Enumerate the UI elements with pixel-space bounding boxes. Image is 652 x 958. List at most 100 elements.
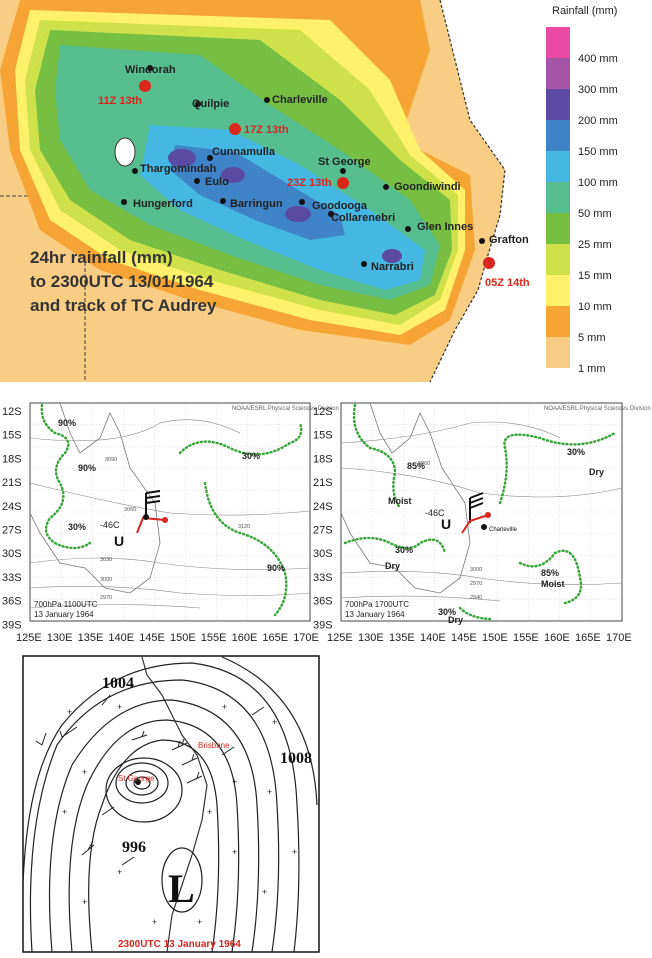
lon-tick-label: 135E — [78, 632, 104, 644]
legend-swatch — [546, 306, 570, 337]
track-label: 11Z 13th — [98, 95, 142, 107]
right-height-contour — [340, 571, 623, 585]
place-dot — [383, 184, 389, 190]
rainfall-map-panel: Rainfall (mm) 400 mm 300 mm 200 mm 150 mm 10… — [0, 0, 652, 383]
place-label: Glen Innes — [417, 221, 473, 233]
lon-tick-label: 140E — [420, 632, 446, 644]
left-moisture-contour — [203, 481, 288, 617]
right-moisture-contour — [498, 431, 617, 505]
lat-tick-label: 12S — [2, 406, 22, 418]
place-markers: Windorah Charleville Quilpie Cunnamulla St G… — [121, 64, 529, 273]
track-point — [337, 177, 349, 189]
lat-tick-label: 33S — [2, 572, 22, 584]
isobar — [133, 776, 151, 790]
legend-label: 15 mm — [578, 270, 612, 282]
right-height-contour — [340, 595, 501, 602]
station-plus-marker: + — [232, 847, 237, 857]
left-u-marker: U — [114, 533, 124, 549]
right-chart-title-2: 13 January 1964 — [345, 610, 405, 619]
legend-swatch — [546, 151, 570, 182]
left-height-contour — [29, 482, 311, 516]
left-temp-label: -46C — [100, 520, 120, 530]
lat-tick-label: 15S — [2, 430, 22, 442]
place-label: Goodooga — [312, 200, 368, 212]
left-contour-label: 3030 — [100, 557, 112, 563]
track-point — [139, 80, 151, 92]
right-label-dry-a: Dry — [385, 561, 400, 571]
legend-label: 50 mm — [578, 208, 612, 220]
lon-tick-label: 150E — [482, 632, 508, 644]
pressure-label-1008: 1008 — [280, 750, 312, 767]
right-height-contour — [340, 421, 561, 444]
place-dot — [121, 199, 127, 205]
legend-label: 400 mm — [578, 53, 618, 65]
left-height-contour — [29, 557, 311, 570]
lat-tick-label: 27S — [313, 525, 333, 537]
lon-tick-label: 125E — [16, 632, 42, 644]
place-label: Eulo — [205, 176, 229, 188]
lon-tick-label: 160E — [544, 632, 570, 644]
lat-tick-label: 21S — [313, 477, 333, 489]
rain-200mm-blob — [285, 206, 311, 222]
legend-label: 1 mm — [578, 363, 606, 375]
legend-label: 150 mm — [578, 146, 618, 158]
lat-tick-label: 36S — [313, 596, 333, 608]
place-dot — [132, 168, 138, 174]
left-label-90b: 90% — [78, 463, 96, 473]
right-wind-barb — [469, 492, 484, 523]
axis-tick-labels: 12S 12S 15S 15S 18S 18S 21S 21S 24S 24S 27S 27S 30S 3… — [2, 406, 632, 644]
station-plus-marker: + — [152, 917, 157, 927]
lat-tick-label: 12S — [313, 406, 333, 418]
right-moisture-contour — [343, 536, 447, 555]
station-plus-marker: + — [82, 897, 87, 907]
place-label: Cunnamulla — [212, 146, 276, 158]
station-plus-marker: + — [82, 767, 87, 777]
pressure-label-1004: 1004 — [102, 675, 134, 692]
isobar — [68, 719, 240, 953]
left-moisture-contour — [40, 403, 92, 550]
right-chart-title-1: 700hPa 1700UTC — [345, 600, 409, 609]
station-plus-marker: + — [117, 867, 122, 877]
rainfall-caption-line1: 24hr rainfall (mm) — [30, 248, 173, 267]
isobar — [161, 847, 203, 913]
lon-tick-label: 170E — [606, 632, 632, 644]
place-dot — [195, 101, 201, 107]
right-contour-label: 2970 — [470, 581, 482, 587]
rainfall-map: Rainfall (mm) 400 mm 300 mm 200 mm 150 mm 10… — [0, 0, 618, 383]
left-moisture-contour — [178, 421, 303, 456]
place-dot — [328, 211, 334, 217]
lon-tick-label: 170E — [293, 632, 319, 644]
place-label: Windorah — [125, 64, 176, 76]
surface-station-markers: + + + + + + + + + + + + + + + + — [62, 702, 297, 927]
left-track-line — [136, 516, 166, 534]
lake-shape — [114, 137, 136, 167]
surface-chart-caption: 2300UTC 13 January 1964 — [118, 939, 241, 950]
place-dot — [147, 65, 153, 71]
upper-air-panels: NOAA/ESRL Physical Sciences Division NOA… — [0, 393, 652, 645]
lon-tick-label: 135E — [389, 632, 415, 644]
station-plus-marker: + — [262, 887, 267, 897]
place-dot — [207, 155, 213, 161]
right-moisture-contour — [352, 403, 402, 510]
track-label: 17Z 13th — [244, 124, 289, 136]
right-label-30b: 30% — [567, 447, 585, 457]
rainfall-caption-line2: to 2300UTC 13/01/1964 — [30, 272, 214, 291]
left-height-contour — [29, 586, 311, 596]
coastline — [429, 0, 506, 383]
right-temp-label: -46C — [425, 508, 445, 518]
right-label-moist-b: Moist — [541, 579, 565, 589]
isobar — [105, 757, 183, 823]
lon-tick-label: 150E — [170, 632, 196, 644]
chart-grids — [30, 403, 622, 621]
rainfall-legend: 400 mm 300 mm 200 mm 150 mm 100 mm 50 mm 25 mm… — [546, 27, 618, 375]
legend-label: 200 mm — [578, 115, 618, 127]
lat-tick-label: 36S — [2, 596, 22, 608]
station-plus-marker: + — [267, 787, 272, 797]
station-plus-marker: + — [222, 702, 227, 712]
track-point — [483, 257, 495, 269]
isobar — [22, 662, 300, 953]
lat-tick-label: 27S — [2, 525, 22, 537]
left-contour-label: 3090 — [105, 457, 117, 463]
legend-swatch — [546, 120, 570, 151]
city-brisbane: Brisbane — [198, 741, 230, 750]
